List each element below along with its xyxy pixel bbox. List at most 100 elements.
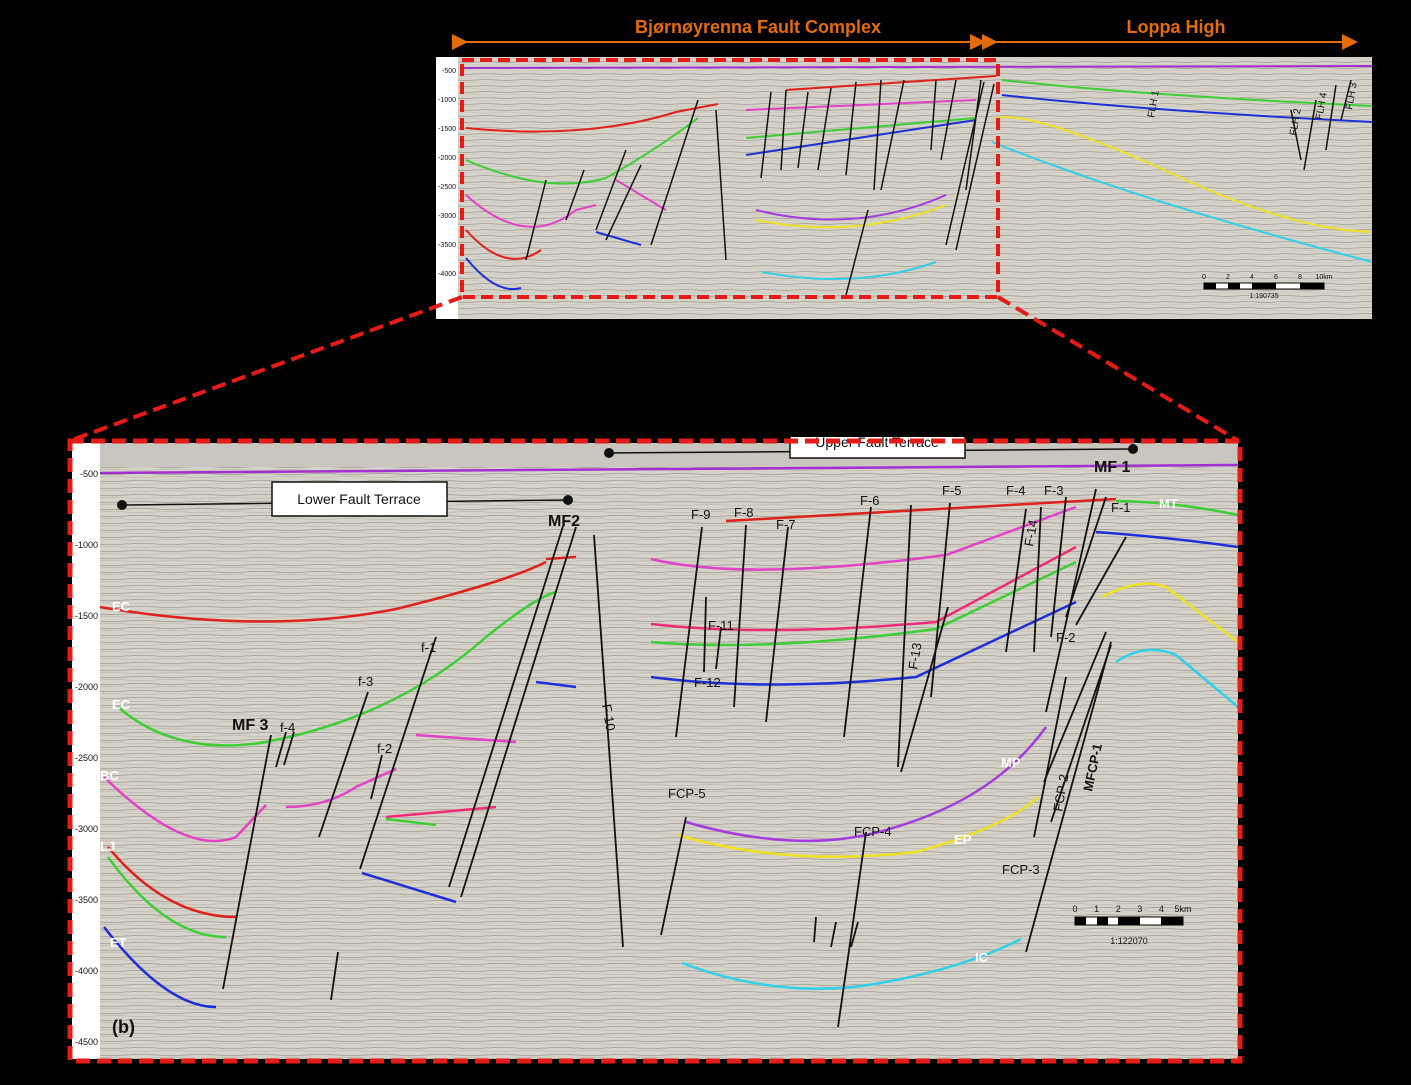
panel-label: (b) (112, 1017, 135, 1037)
scale-tick-label: 0 (1202, 274, 1206, 281)
lj-green-horizon (106, 856, 227, 939)
overview-panel: Bjørnøyrenna Fault Complex Loppa High -5… (436, 0, 1376, 325)
depth-tick-label: -1000 (75, 540, 98, 550)
ic-horizon-detail (681, 937, 1022, 991)
svg-text:MF 3: MF 3 (232, 717, 269, 734)
scale-tick-label: 0 (1072, 904, 1077, 914)
red-horizon-upper (785, 75, 997, 91)
ep-horizon (755, 204, 947, 229)
depth-axis-strip-detail (72, 443, 100, 1059)
scale-tick-label: 3 (1137, 904, 1142, 914)
magenta-horizon (465, 194, 597, 228)
zoom-box-detail (67, 438, 1243, 1064)
svg-text:F-9: F-9 (691, 507, 711, 522)
svg-text:F-7: F-7 (776, 517, 796, 532)
svg-text:EC: EC (112, 697, 131, 712)
lj-horizon-detail (107, 846, 237, 919)
scale-tick-label: 5km (1174, 904, 1191, 914)
svg-text:EC: EC (112, 599, 131, 614)
depth-tick-label: -500 (80, 469, 98, 479)
depth-tick-label: -3500 (75, 895, 98, 905)
water-column (100, 443, 1238, 467)
lj-horizon (465, 229, 542, 260)
blue-horizon-short (595, 231, 642, 246)
scale-tick-label: 2 (1116, 904, 1121, 914)
et-horizon-detail (103, 926, 217, 1009)
mp-horizon-detail (685, 726, 1048, 843)
svg-text:F-10: F-10 (599, 703, 618, 732)
depth-tick-label: -1500 (75, 611, 98, 621)
cyan-horizon-loppa (991, 141, 1373, 263)
pink-horizon-mid (650, 545, 1077, 632)
et-horizon (465, 257, 522, 291)
svg-text:F-12: F-12 (694, 675, 721, 690)
fault-label-flh1: FLH 1 (1146, 89, 1162, 118)
svg-text:F-5: F-5 (942, 483, 962, 498)
detail-scale-bar: 0 1 2 3 4 5km 1:122070 (1072, 904, 1191, 946)
green-horizon-mid (745, 117, 977, 139)
region-label-left: Bjørnøyrenna Fault Complex (635, 17, 881, 37)
horizon-labels: EC EC BC LJ ET MT MP EP IC (100, 496, 1178, 965)
svg-text:F-1: F-1 (1111, 500, 1131, 515)
svg-text:IC: IC (975, 950, 989, 965)
svg-text:f-2: f-2 (377, 741, 392, 756)
svg-text:F-14: F-14 (1021, 519, 1040, 548)
green-horizon-mid-detail (650, 560, 1077, 647)
depth-tick-label: -4500 (75, 1037, 98, 1047)
svg-text:MF 1: MF 1 (1094, 459, 1131, 476)
svg-text:MF2: MF2 (548, 513, 580, 530)
upper-red-horizon (725, 497, 1117, 523)
seabed-horizon-detail (99, 463, 1239, 475)
overview-horizons (459, 65, 1373, 291)
depth-tick-label: -4000 (438, 271, 456, 278)
fault-labels: MF 1 MF2 MF 3 F-1 F-2 F-3 F-4 F-5 F-6 F-… (232, 459, 1131, 877)
overview-section: Bjørnøyrenna Fault Complex Loppa High -5… (436, 17, 1373, 319)
ep-horizon-detail (677, 796, 1039, 859)
magenta-horizon-b (615, 179, 667, 211)
depth-tick-label: -2500 (438, 184, 456, 191)
svg-text:EP: EP (954, 832, 972, 847)
blue-horizon-east (1095, 530, 1239, 549)
depth-axis-ticks-detail: -500 -1000 -1500 -2000 -2500 -3000 -3500 -4000 -… (75, 469, 98, 1047)
green-horizon-loppa (1001, 79, 1373, 107)
depth-tick-label: -1000 (438, 97, 456, 104)
svg-text:F-2: F-2 (1056, 630, 1076, 645)
scale-tick-label: 4 (1159, 904, 1164, 914)
bc-horizon (103, 776, 267, 843)
svg-text:F-3: F-3 (1044, 483, 1064, 498)
svg-text:F-4: F-4 (1006, 483, 1026, 498)
scale-tick-label: 10km (1315, 274, 1332, 281)
scale-tick-label: 8 (1298, 274, 1302, 281)
svg-text:FCP-2: FCP-2 (1050, 773, 1071, 813)
ic-horizon (761, 261, 937, 280)
svg-text:F-11: F-11 (708, 618, 734, 633)
svg-text:f-1: f-1 (421, 640, 436, 655)
svg-text:MP: MP (1001, 755, 1021, 770)
region-label-right: Loppa High (1127, 17, 1226, 37)
fault-label-flh4: FLH 4 (1314, 91, 1330, 120)
svg-text:FCP-3: FCP-3 (1002, 862, 1040, 877)
depth-tick-label: -1500 (438, 126, 456, 133)
depth-tick-label: -2000 (438, 155, 456, 162)
depth-axis-strip (436, 57, 458, 319)
svg-text:f-3: f-3 (358, 674, 373, 689)
svg-text:ET: ET (110, 935, 127, 950)
yellow-horizon-east (1101, 582, 1239, 643)
depth-tick-label: -3000 (438, 213, 456, 220)
mp-horizon (755, 194, 947, 221)
seabed-horizon (459, 65, 1373, 69)
ec-red-horizon (99, 560, 547, 623)
svg-text:F-8: F-8 (734, 505, 754, 520)
depth-tick-label: -2500 (75, 753, 98, 763)
lower-terrace-box (271, 481, 448, 517)
svg-text:MT: MT (1159, 496, 1178, 511)
scale-tick-label: 2 (1226, 274, 1230, 281)
svg-text:BC: BC (100, 768, 119, 783)
depth-tick-label: -3000 (75, 824, 98, 834)
cyan-horizon-east (1115, 648, 1239, 708)
fault-label-flh3: FLH 3 (1344, 81, 1360, 110)
depth-tick-label: -3500 (438, 242, 456, 249)
blue-horizon-mid (745, 119, 977, 156)
overview-faults (525, 79, 1352, 296)
